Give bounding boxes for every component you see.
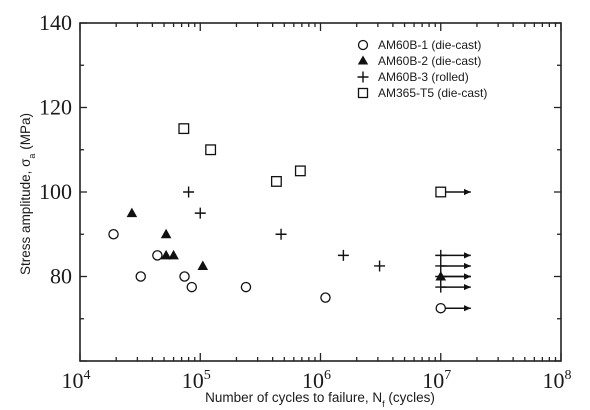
data-point-am365-t5 xyxy=(270,175,282,187)
legend-marker-plus xyxy=(357,71,369,83)
data-point-am60b-3 xyxy=(435,271,447,282)
x-axis-label: Number of cycles to failure, Nf (cycles) xyxy=(205,390,435,409)
x-tick-label: 107 xyxy=(422,368,451,393)
data-point-am60b-3 xyxy=(275,228,287,240)
legend-marker-open-circle xyxy=(357,39,369,51)
x-tick-label: 106 xyxy=(302,368,331,393)
data-point-am60b-1 xyxy=(320,292,331,303)
legend-entry-am60b-2: AM60B-2 (die-cast) xyxy=(357,54,481,68)
data-point-am60b-3 xyxy=(374,260,386,272)
data-point-am60b-3 xyxy=(435,260,447,272)
plot-frame xyxy=(79,22,562,362)
data-point-am60b-2 xyxy=(168,249,179,260)
x-tick-label: 108 xyxy=(543,368,572,393)
legend-entry-am60b-1: AM60B-1 (die-cast) xyxy=(357,38,481,52)
x-tick-label: 105 xyxy=(182,368,211,393)
data-point-am60b-1 xyxy=(179,271,190,282)
data-point-am60b-1 xyxy=(152,250,163,261)
x-tick-label: 104 xyxy=(62,368,91,393)
legend-label: AM365-T5 (die-cast) xyxy=(378,86,487,100)
data-point-am60b-3 xyxy=(337,249,349,261)
legend-entry-am365-t5: AM365-T5 (die-cast) xyxy=(357,86,487,100)
legend: AM60B-1 (die-cast) AM60B-2 (die-cast) AM… xyxy=(357,38,487,100)
legend-marker-filled-triangle xyxy=(357,55,369,65)
data-point-am60b-2 xyxy=(160,228,172,239)
y-tick-label: 120 xyxy=(39,95,72,120)
data-point-am60b-3 xyxy=(435,281,447,293)
data-point-am60b-2 xyxy=(160,249,172,260)
y-axis-label: Stress amplitude, σa (MPa) xyxy=(18,113,37,275)
legend-label: AM60B-3 (rolled) xyxy=(378,70,469,84)
legend-label: AM60B-1 (die-cast) xyxy=(378,38,481,52)
data-point-am60b-1 xyxy=(108,228,119,240)
y-tick-label: 100 xyxy=(39,179,72,204)
data-point-am60b-1 xyxy=(135,271,146,282)
data-point-am60b-3 xyxy=(183,186,195,198)
data-point-am365-t5 xyxy=(205,144,217,156)
data-point-am60b-3 xyxy=(194,207,206,219)
data-point-am60b-1 xyxy=(240,281,252,293)
legend-marker-open-square xyxy=(357,87,369,99)
data-point-am60b-2 xyxy=(197,260,209,270)
legend-label: AM60B-2 (die-cast) xyxy=(378,54,481,68)
data-point-am60b-1 xyxy=(186,281,198,293)
data-point-am60b-1 xyxy=(435,302,446,314)
data-point-am60b-3 xyxy=(435,249,447,261)
y-tick-label: 140 xyxy=(39,10,72,35)
data-point-am60b-2 xyxy=(126,207,138,218)
data-point-am365-t5 xyxy=(178,123,190,135)
legend-entry-am60b-3: AM60B-3 (rolled) xyxy=(357,70,469,84)
data-point-am365-t5 xyxy=(294,165,306,177)
data-point-am365-t5 xyxy=(435,186,447,198)
y-tick-label: 80 xyxy=(50,264,72,289)
